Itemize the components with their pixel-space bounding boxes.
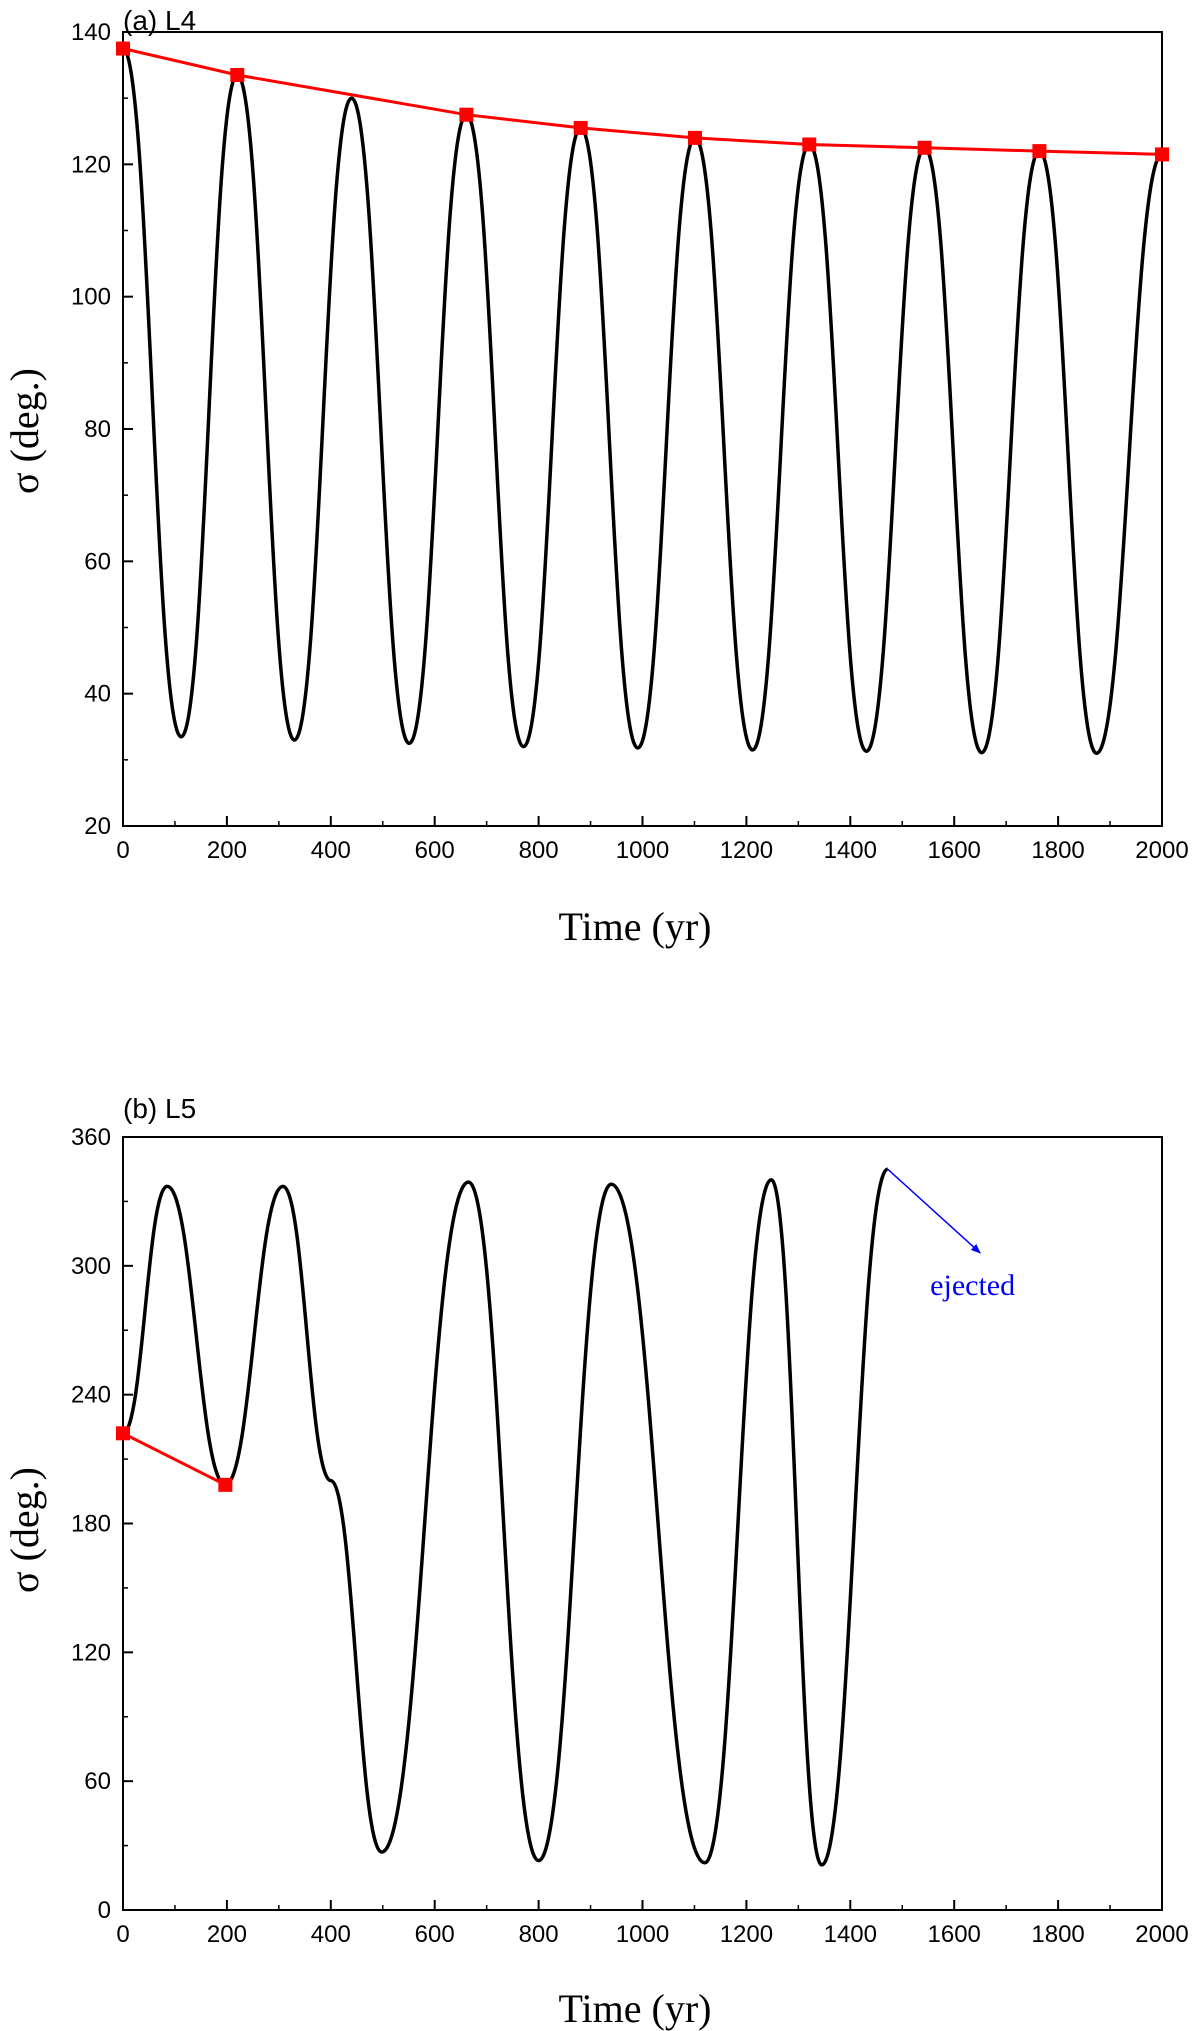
- panel-a-ytick-label: 20: [84, 813, 111, 840]
- panel-a-series-oscillation: [121, 46, 1164, 755]
- panel-a-ytick-label: 60: [84, 548, 111, 575]
- panel-b-envelope-point: [116, 1426, 130, 1441]
- panel-b-xtick-label: 1600: [928, 1921, 981, 1948]
- panel-b-xtick-label: 2000: [1135, 1921, 1188, 1948]
- panel-a-ytick-label: 120: [71, 151, 111, 178]
- panel-b-ytick-label: 300: [71, 1253, 111, 1280]
- panel-b-series-envelope: [122, 1431, 226, 1487]
- panel-a-xtick-label: 1200: [720, 837, 773, 864]
- panel-b-ytick-label: 60: [84, 1768, 111, 1795]
- panel-a: (a) L4 σ (deg.) Time (yr) 0 200 400 600 800 1…: [2, 5, 1189, 949]
- panel-a-series-envelope: [122, 47, 1163, 156]
- panel-a-envelope-point: [573, 120, 588, 135]
- panel-b-ylabel: σ (deg.): [2, 1467, 47, 1593]
- panel-a-envelope-point: [802, 137, 817, 152]
- panel-b-frame: [122, 1136, 1163, 1911]
- panel-b-xtick-label: 800: [519, 1921, 559, 1948]
- panel-b-annotation-text: ejected: [930, 1269, 1015, 1302]
- panel-b-plot: 0 200 400 600 800 1000 1200 1400 1600 1800 2000 0 60…: [71, 1124, 1189, 1948]
- panel-a-xtick-label: 1800: [1031, 837, 1084, 864]
- panel-a-xtick-label: 1000: [616, 837, 669, 864]
- panel-b-ytick-label: 180: [71, 1511, 111, 1538]
- panel-a-xtick-label: 800: [519, 837, 559, 864]
- panel-b-xtick-label: 600: [415, 1921, 455, 1948]
- panel-b-xlabel: Time (yr): [559, 1986, 712, 2031]
- panel-b-series-oscillation: [122, 1167, 890, 1867]
- panel-a-xtick-label: 400: [311, 837, 351, 864]
- panel-b-label: (b) L5: [123, 1093, 196, 1124]
- panel-a-ytick-label: 140: [71, 19, 111, 46]
- panel-a-xtick-label: 2000: [1135, 837, 1188, 864]
- panel-b-xtick-label: 200: [207, 1921, 247, 1948]
- panel-b-ytick-label: 120: [71, 1639, 111, 1666]
- panel-b-envelope-point: [218, 1477, 233, 1492]
- panel-b-xtick-label: 0: [116, 1921, 129, 1948]
- panel-a-xtick-label: 600: [415, 837, 455, 864]
- panel-b-ytick-label: 360: [71, 1124, 111, 1151]
- panel-a-envelope-point: [459, 107, 474, 122]
- panel-b-xtick-label: 1000: [616, 1921, 669, 1948]
- panel-a-envelope-point: [917, 140, 932, 155]
- panel-a-envelope-point: [116, 41, 130, 56]
- panel-a-envelope-point: [1155, 147, 1169, 162]
- panel-a-ytick-label: 100: [71, 284, 111, 311]
- panel-b-xtick-label: 400: [311, 1921, 351, 1948]
- panel-a-envelope-point: [687, 130, 702, 145]
- panel-b-xtick-label: 1400: [824, 1921, 877, 1948]
- panel-a-ylabel: σ (deg.): [2, 368, 47, 494]
- panel-b: (b) L5 σ (deg.) Time (yr) 0 200 400 600 800 1…: [2, 1093, 1189, 2031]
- panel-b-ytick-label: 240: [71, 1382, 111, 1409]
- panel-a-xtick-label: 0: [116, 837, 129, 864]
- panel-a-ytick-label: 40: [84, 681, 111, 708]
- panel-a-xlabel: Time (yr): [559, 904, 712, 949]
- panel-a-xtick-label: 200: [207, 837, 247, 864]
- panel-a-label: (a) L4: [123, 5, 196, 36]
- panel-b-xtick-label: 1200: [720, 1921, 773, 1948]
- panel-b-xtick-label: 1800: [1031, 1921, 1084, 1948]
- panel-b-ytick-label: 0: [98, 1897, 111, 1924]
- panel-b-annotation-arrow: [887, 1168, 981, 1254]
- panel-a-envelope-point: [1032, 144, 1047, 159]
- panel-a-xtick-label: 1600: [928, 837, 981, 864]
- panel-a-ytick-label: 80: [84, 416, 111, 443]
- panel-a-xtick-label: 1400: [824, 837, 877, 864]
- panel-a-envelope-point: [230, 68, 245, 83]
- panel-a-plot: 0 200 400 600 800 1000 1200 1400 1600 1800 2000 20 4…: [71, 19, 1189, 864]
